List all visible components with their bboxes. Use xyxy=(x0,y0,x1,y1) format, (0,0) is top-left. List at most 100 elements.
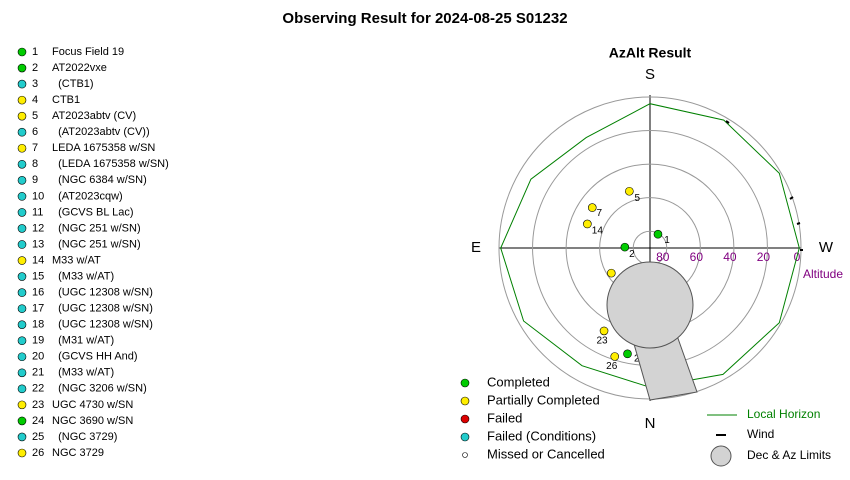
legend-marker xyxy=(460,396,470,406)
target-label: Focus Field 19 xyxy=(52,46,124,58)
target-number: 5 xyxy=(32,110,38,122)
target-label: (AT2023abtv (CV)) xyxy=(52,126,150,138)
status-dot xyxy=(17,304,27,313)
status-dot xyxy=(17,208,27,217)
target-number: 24 xyxy=(32,415,44,427)
target-number: 19 xyxy=(32,335,44,347)
target-label: NGC 3690 w/SN xyxy=(52,415,133,427)
target-label: (UGC 12308 w/SN) xyxy=(52,319,153,331)
ring-label: 20 xyxy=(757,250,771,264)
status-dot xyxy=(17,320,27,329)
legend-label: Missed or Cancelled xyxy=(487,446,605,461)
legend-label: Local Horizon xyxy=(747,407,820,421)
target-point xyxy=(599,326,609,336)
point-label: 1 xyxy=(664,235,670,246)
target-label: (CTB1) xyxy=(52,78,94,90)
title: Observing Result for 2024-08-25 S01232 xyxy=(282,10,567,27)
target-number: 11 xyxy=(32,206,43,218)
legend-limit xyxy=(710,445,732,467)
target-number: 1 xyxy=(32,46,38,58)
dir-label: S xyxy=(645,66,655,83)
point-label: 7 xyxy=(596,208,602,219)
wind-tick xyxy=(725,120,730,124)
legend-marker xyxy=(460,378,470,388)
target-label: (M31 w/AT) xyxy=(52,335,114,347)
status-dot xyxy=(17,79,27,89)
target-label: (UGC 12308 w/SN) xyxy=(52,287,153,299)
target-number: 2 xyxy=(32,62,38,74)
target-point xyxy=(607,268,616,278)
status-dot xyxy=(17,159,27,169)
target-label: AT2023abtv (CV) xyxy=(52,110,136,122)
target-number: 22 xyxy=(32,383,44,395)
target-number: 7 xyxy=(32,142,38,154)
target-label: (NGC 3206 w/SN) xyxy=(52,383,147,395)
target-number: 21 xyxy=(32,367,44,379)
legend-marker xyxy=(460,432,470,442)
target-label: (LEDA 1675358 w/SN) xyxy=(52,158,169,170)
dec-limit xyxy=(606,261,694,349)
target-number: 13 xyxy=(32,238,44,250)
status-dot xyxy=(17,47,27,57)
status-dot xyxy=(17,111,27,121)
target-label: (NGC 6384 w/SN) xyxy=(52,174,147,186)
status-dot xyxy=(17,95,27,105)
point-label: 14 xyxy=(592,226,604,237)
legend-marker xyxy=(462,452,468,458)
legend-label: Wind xyxy=(747,427,774,441)
target-label: AT2022vxe xyxy=(52,62,107,74)
status-dot xyxy=(17,256,27,265)
wind-tick xyxy=(796,222,801,225)
target-number: 14 xyxy=(32,254,44,266)
status-dot xyxy=(17,352,27,362)
legend-label: Completed xyxy=(487,374,550,389)
target-label: (AT2023cqw) xyxy=(52,190,123,202)
status-dot xyxy=(17,416,27,426)
status-dot xyxy=(17,63,27,73)
target-point xyxy=(583,219,592,229)
dir-label: W xyxy=(819,239,834,256)
target-number: 8 xyxy=(32,158,38,170)
wind xyxy=(725,120,803,251)
target-label: (GCVS BL Lac) xyxy=(52,206,134,218)
status-dot xyxy=(17,176,27,185)
target-number: 6 xyxy=(32,126,38,138)
target-label: UGC 4730 w/SN xyxy=(52,399,133,411)
legend-label: Dec & Az Limits xyxy=(747,448,831,462)
ring-label: 80 xyxy=(656,250,670,264)
point-label: 2 xyxy=(629,249,635,260)
target-number: 4 xyxy=(32,94,38,106)
target-point xyxy=(620,242,630,252)
status-dot xyxy=(17,368,27,378)
target-number: 12 xyxy=(32,222,44,234)
target-number: 25 xyxy=(32,431,44,443)
target-number: 9 xyxy=(32,174,38,186)
target-label: LEDA 1675358 w/SN xyxy=(52,142,155,154)
target-number: 18 xyxy=(32,319,44,331)
target-number: 17 xyxy=(32,303,44,315)
target-label: CTB1 xyxy=(52,94,80,106)
ring-label: 40 xyxy=(723,250,737,264)
target-point xyxy=(653,229,663,239)
legend-label: Failed (Conditions) xyxy=(487,428,596,443)
target-number: 23 xyxy=(32,399,44,411)
subtitle: AzAlt Result xyxy=(609,45,692,61)
point-label: 5 xyxy=(635,193,641,204)
target-label: (NGC 251 w/SN) xyxy=(52,222,141,234)
dir-label: E xyxy=(471,239,481,256)
target-label: (GCVS HH And) xyxy=(52,351,138,363)
target-number: 3 xyxy=(32,78,38,90)
target-number: 15 xyxy=(32,270,44,282)
dir-label: N xyxy=(645,415,656,432)
target-point xyxy=(625,186,634,196)
wind-tick xyxy=(789,196,794,200)
status-dot xyxy=(17,336,27,346)
horizon-line xyxy=(500,103,800,388)
legend-marker xyxy=(460,414,470,424)
status-dot xyxy=(17,192,27,201)
target-label: (NGC 3729) xyxy=(52,431,117,443)
target-point xyxy=(623,349,632,359)
limits xyxy=(606,261,698,401)
target-number: 10 xyxy=(32,190,44,202)
